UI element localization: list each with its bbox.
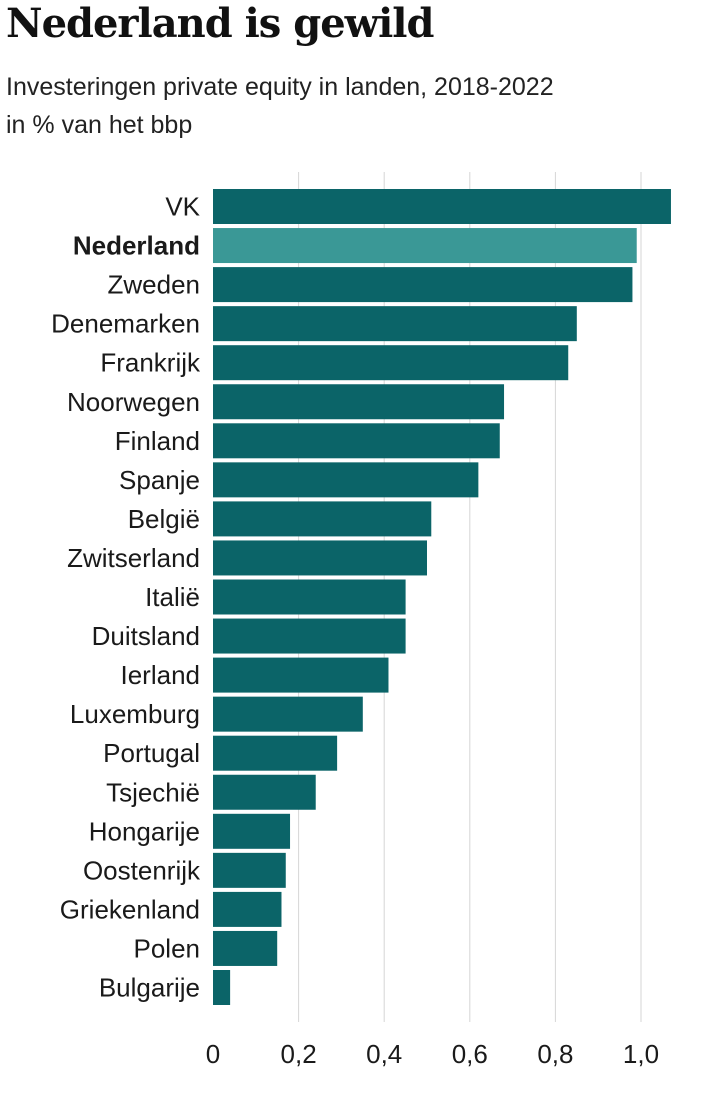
category-label: Luxemburg xyxy=(70,699,200,729)
x-tick-label: 0 xyxy=(206,1039,220,1069)
bar-denemarken xyxy=(213,306,577,342)
category-label: Denemarken xyxy=(51,309,200,339)
chart-subtitle: Investeringen private equity in landen, … xyxy=(6,73,554,101)
category-label: Italië xyxy=(145,582,200,612)
x-tick-label: 0,6 xyxy=(452,1039,488,1069)
category-label: Noorwegen xyxy=(67,387,200,417)
category-label: Zweden xyxy=(108,270,201,300)
category-label: VK xyxy=(165,192,200,222)
category-label: Finland xyxy=(115,426,200,456)
bar-bulgarije xyxy=(213,970,231,1005)
bar-noorwegen xyxy=(213,384,505,420)
bar-oostenrijk xyxy=(213,852,286,888)
category-label: Polen xyxy=(134,933,201,963)
x-tick-label: 0,4 xyxy=(366,1039,402,1069)
category-label: Griekenland xyxy=(60,894,200,924)
bar-luxemburg xyxy=(213,696,363,732)
bar-zwitserland xyxy=(213,540,427,576)
chart-unit: in % van het bbp xyxy=(6,111,193,139)
bar-hongarije xyxy=(213,813,291,849)
category-label: Hongarije xyxy=(89,816,200,846)
category-label: Ierland xyxy=(121,660,201,690)
bar-vk xyxy=(213,189,671,224)
x-tick-label: 0,2 xyxy=(281,1039,317,1069)
category-label: Spanje xyxy=(119,465,200,495)
bar-griekenland xyxy=(213,891,282,927)
x-tick-label: 0,8 xyxy=(537,1039,573,1069)
bars xyxy=(213,189,671,1005)
bar-frankrijk xyxy=(213,345,569,381)
category-label: Frankrijk xyxy=(100,348,201,378)
category-label: Nederland xyxy=(73,231,200,261)
bar-finland xyxy=(213,423,500,459)
bar-ierland xyxy=(213,657,389,693)
category-label: Zwitserland xyxy=(67,543,200,573)
bar-spanje xyxy=(213,462,479,498)
x-axis-ticks: 0 0,2 0,4 0,6 0,8 1,0 xyxy=(206,1039,659,1069)
category-label: Oostenrijk xyxy=(83,855,201,885)
bar-duitsland xyxy=(213,618,406,654)
bar-belgië xyxy=(213,501,432,537)
chart-subtitle-block: Investeringen private equity in landen, … xyxy=(6,68,554,144)
bar-tsjechië xyxy=(213,774,316,810)
category-label: België xyxy=(128,504,200,534)
bar-zweden xyxy=(213,267,633,303)
category-label: Duitsland xyxy=(92,621,200,651)
category-label: Portugal xyxy=(103,738,200,768)
bar-polen xyxy=(213,930,278,966)
bar-nederland xyxy=(213,228,637,264)
chart-title: Nederland is gewild xyxy=(6,0,434,47)
x-tick-label: 1,0 xyxy=(623,1039,659,1069)
bar-italië xyxy=(213,579,406,615)
bar-portugal xyxy=(213,735,338,771)
category-label: Bulgarije xyxy=(99,973,200,1003)
category-labels: VK Nederland Zweden Denemarken Frankrijk Noor… xyxy=(51,192,201,1003)
category-label: Tsjechië xyxy=(106,777,200,807)
